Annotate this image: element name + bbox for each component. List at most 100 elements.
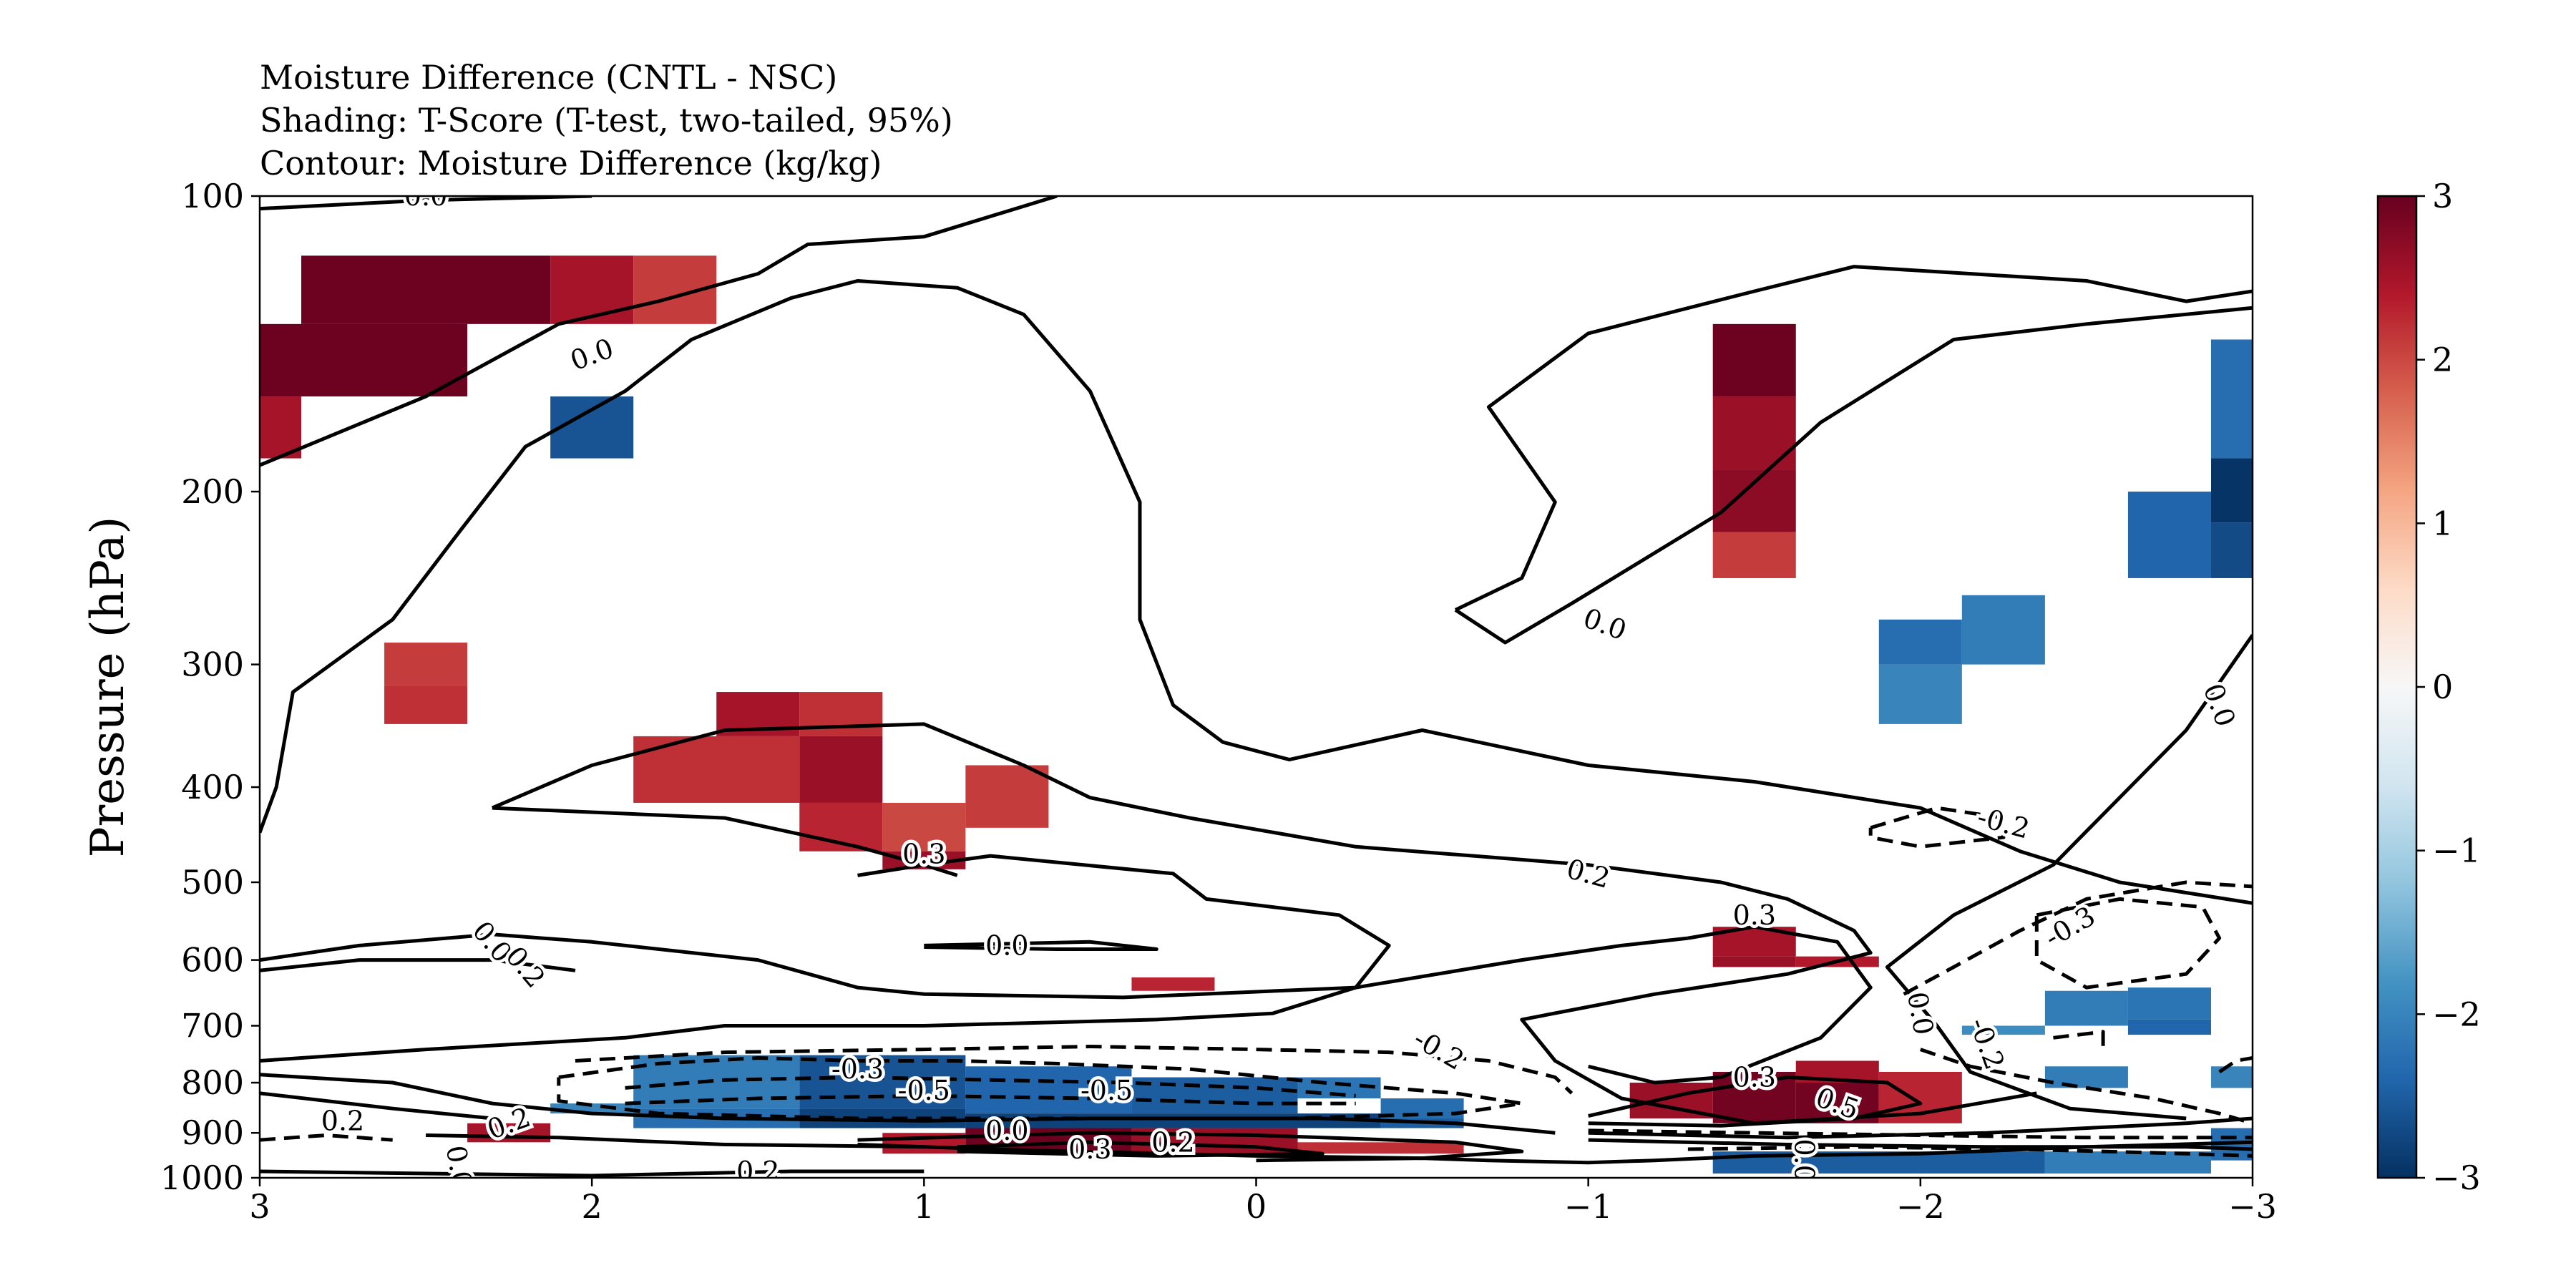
colorbar-tick-label: −2 [2432, 995, 2481, 1033]
shading-cell [1131, 1077, 1298, 1114]
shading-cell [260, 396, 302, 459]
contour-line [260, 932, 1689, 1000]
y-tick-label: 400 [181, 768, 244, 806]
shading-cell [1297, 1142, 1464, 1154]
contour-line [1588, 1138, 2253, 1151]
x-tick-label: 3 [249, 1187, 270, 1226]
shading-cell [2210, 339, 2253, 459]
shading-cell [1961, 595, 2045, 665]
contour-label: 0.0 [1788, 1138, 1820, 1181]
shading-cell [965, 1066, 1132, 1114]
contour-label: -0.2 [1408, 1023, 1469, 1076]
y-tick-label: 700 [181, 1006, 244, 1045]
contour-line [260, 1073, 1556, 1135]
shading-cell [2210, 1066, 2253, 1088]
title-line-1: Moisture Difference (CNTL - NSC) [260, 58, 838, 97]
shading-cell [1878, 619, 1962, 665]
shading-cell [1712, 323, 1796, 397]
colorbar-tick-label: −3 [2432, 1158, 2481, 1197]
colorbar-tick-label: −1 [2432, 831, 2481, 870]
contour-label: -0.3 [831, 1053, 884, 1085]
x-tick-label: 0 [1246, 1187, 1267, 1226]
contour-label: 0.0 [985, 1115, 1028, 1146]
title-line-3: Contour: Moisture Difference (kg/kg) [260, 144, 882, 182]
shading-cell [1712, 532, 1796, 578]
contour-line [426, 1133, 924, 1149]
contour-label: 0.0 [985, 930, 1028, 961]
moisture-contours [260, 196, 2253, 1178]
contour-line [957, 1140, 1324, 1158]
y-tick-label: 100 [181, 177, 244, 215]
colorbar: 3 2 1 0 −1 −2 −3 [2376, 177, 2481, 1197]
contour-label: 0.0 [2197, 679, 2242, 731]
x-tick-label: −3 [2228, 1187, 2277, 1226]
contour-line [260, 806, 1391, 1063]
shading-cell [2127, 1019, 2211, 1035]
x-tick-label: 1 [914, 1187, 935, 1226]
colorbar-tick-label: 0 [2432, 668, 2453, 706]
shading-cell [260, 323, 468, 397]
contour-label: -0.5 [1080, 1075, 1133, 1106]
contour-label: 0.0 [440, 1143, 479, 1191]
contour-label: 0.3 [1068, 1133, 1111, 1165]
contour-label: -0.5 [898, 1075, 950, 1106]
contour-line [1588, 1128, 2253, 1140]
shading-cell [1131, 977, 1215, 991]
shading-cell [1961, 1025, 2045, 1035]
contour-line [1588, 924, 1873, 1085]
contour-line [924, 940, 1158, 951]
shading-cell [2127, 987, 2211, 1020]
contour-label: 0.2 [1151, 1126, 1194, 1158]
x-tick-label: 2 [582, 1187, 602, 1226]
shading-cell [799, 692, 883, 736]
title-line-2: Shading: T-Score (T-test, two-tailed, 95… [260, 101, 953, 140]
colorbar-tick-label: 3 [2432, 177, 2453, 215]
contour-line [1687, 1145, 2253, 1158]
contour-line [260, 958, 576, 972]
contour-line [857, 863, 958, 877]
contour-line [1885, 634, 2253, 1121]
contour-line [625, 1093, 1356, 1106]
contour-label: 0.0 [1901, 990, 1940, 1038]
contour-label: 0.3 [1733, 899, 1776, 931]
contour-line [260, 196, 1058, 467]
contour-line [575, 1045, 1574, 1095]
colorbar-bar [2376, 195, 2418, 1179]
shading-cell [301, 255, 551, 324]
shading-cell [384, 685, 468, 724]
y-tick-label: 300 [181, 645, 244, 684]
y-tick-label: 900 [181, 1113, 244, 1152]
contour-line [1919, 1048, 2253, 1126]
y-tick-label: 500 [181, 863, 244, 902]
contour-line [1454, 265, 2253, 612]
contour-label: -0.3 [2039, 900, 2100, 954]
contour-line [2053, 1030, 2105, 1047]
shading-cell [1712, 956, 1796, 967]
shading-cell [467, 1123, 551, 1143]
y-axis-title: Pressure (hPa) [82, 517, 135, 858]
shading-cell [550, 396, 634, 459]
contour-line [260, 1169, 924, 1178]
shading-cell [1712, 1071, 1796, 1123]
shading-cell [965, 765, 1049, 828]
contour-line [260, 1133, 393, 1142]
y-axis: 100 200 300 400 500 600 700 800 900 1000 [160, 177, 260, 1197]
contour-line [2218, 1056, 2253, 1074]
shading-cell [1878, 664, 1962, 724]
contour-line [625, 1075, 1356, 1098]
y-tick-label: 600 [181, 941, 244, 980]
contour-line [260, 196, 592, 211]
shading-cell [384, 643, 468, 686]
shading-cell [1712, 396, 1796, 470]
contour-label: 0.2 [1563, 853, 1614, 894]
colorbar-tick-label: 2 [2432, 341, 2453, 379]
shading-cell [1380, 1098, 1464, 1119]
shading-cell [550, 255, 634, 324]
contour-label: 0.2 [736, 1156, 779, 1187]
contour-line [2034, 897, 2222, 990]
colorbar-ticks: 3 2 1 0 −1 −2 −3 [2416, 177, 2481, 1197]
shading-cell [2044, 990, 2128, 1026]
contour-label: 0.2 [321, 1105, 364, 1136]
shading-cell [799, 736, 883, 803]
